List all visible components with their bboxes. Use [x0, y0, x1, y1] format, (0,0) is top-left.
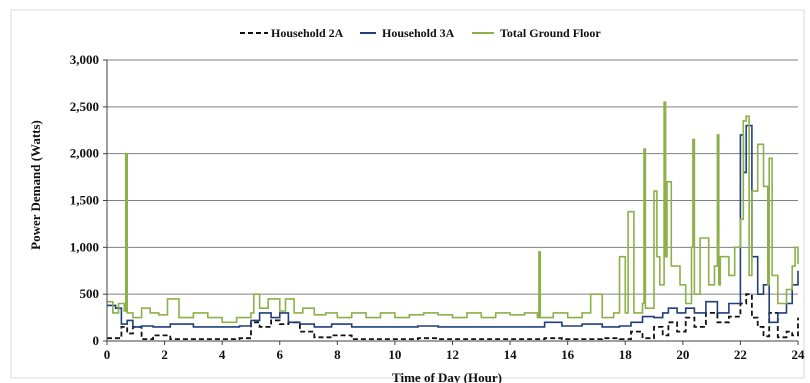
gridlines [107, 59, 798, 295]
legend-label-household-3a: Household 3A [382, 26, 455, 40]
series-line-household-2a [107, 293, 799, 341]
x-tick-label: 22 [734, 347, 747, 362]
x-axis-title: Time of Day (Hour) [392, 370, 502, 383]
x-tick-label: 10 [388, 347, 401, 362]
y-tick-label: 2,000 [70, 146, 99, 161]
x-tick-label: 16 [561, 347, 575, 362]
x-tick-label: 0 [104, 347, 111, 362]
x-tick-label: 14 [504, 347, 518, 362]
y-tick-label: 1,500 [70, 193, 99, 208]
series-line-household-3a [107, 124, 799, 328]
x-tick-label: 18 [619, 347, 633, 362]
x-tick-label: 6 [277, 347, 284, 362]
series-line-total-ground-floor [107, 101, 799, 324]
x-axis-ticks: 0 2 4 6 8 10 12 14 16 18 20 22 24 [104, 341, 805, 362]
legend: Household 2A Household 3A Total Ground F… [240, 26, 601, 40]
x-tick-label: 24 [792, 347, 806, 362]
y-tick-label: 2,500 [70, 99, 99, 114]
legend-label-total-ground-floor: Total Ground Floor [500, 26, 601, 40]
x-tick-label: 8 [334, 347, 341, 362]
x-tick-label: 4 [219, 347, 226, 362]
y-tick-label: 1,000 [70, 239, 99, 254]
y-axis-title: Power Demand (Watts) [28, 120, 43, 250]
y-tick-label: 500 [80, 286, 100, 301]
x-tick-label: 20 [676, 347, 689, 362]
legend-label-household-2a: Household 2A [271, 26, 344, 40]
x-tick-label: 12 [446, 347, 459, 362]
y-tick-label: 3,000 [70, 52, 99, 67]
y-tick-label: 0 [93, 333, 100, 348]
y-axis-ticks: 0 500 1,000 1,500 2,000 2,500 3,000 [70, 52, 107, 348]
x-tick-label: 2 [161, 347, 168, 362]
series-lines [107, 101, 799, 341]
